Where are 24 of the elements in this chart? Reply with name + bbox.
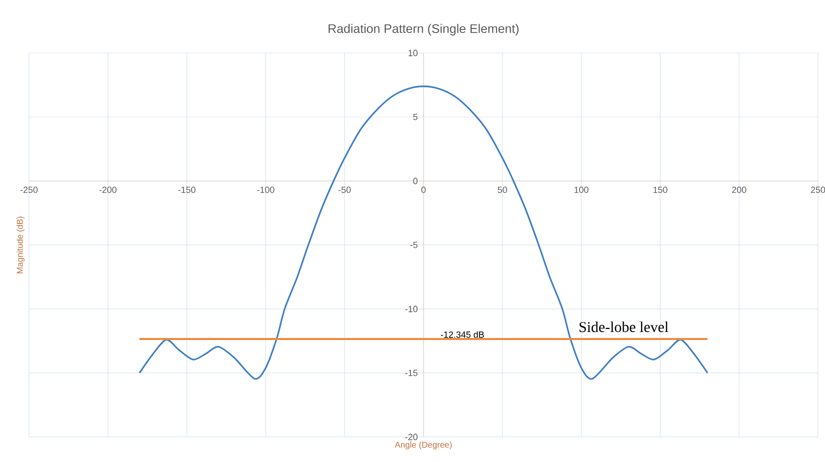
y-tick-label: 5 xyxy=(413,114,418,120)
x-tick-label: -200 xyxy=(99,186,117,193)
x-tick-label: 50 xyxy=(498,186,508,193)
chart-title: Radiation Pattern (Single Element) xyxy=(328,24,519,36)
x-tick-label: -150 xyxy=(178,186,196,193)
y-tick-label: -5 xyxy=(410,242,418,248)
x-tick-label: 200 xyxy=(732,186,746,193)
line-series xyxy=(138,85,708,380)
annotation: Side-lobe level xyxy=(580,322,668,332)
y-axis-title: Magnitude (dB) xyxy=(16,216,24,274)
x-tick-label: 150 xyxy=(653,186,668,193)
y-tick-label: -20 xyxy=(405,434,418,440)
y-tick-label: 10 xyxy=(408,50,418,56)
y-tick-label: -10 xyxy=(405,306,418,312)
x-tick-label: -250 xyxy=(20,186,38,193)
x-tick-label: 250 xyxy=(810,186,825,193)
y-tick-label: -15 xyxy=(405,370,418,376)
x-tick-label: -50 xyxy=(338,186,351,193)
ref-line-label: -12.345 dB xyxy=(440,331,484,338)
x-tick-label: 100 xyxy=(574,186,588,193)
x-tick-label: 0 xyxy=(421,186,426,193)
x-tick-label: -100 xyxy=(257,186,274,193)
y-tick-label: 0 xyxy=(413,178,418,184)
x-axis-title: Angle (Degree) xyxy=(394,442,452,450)
